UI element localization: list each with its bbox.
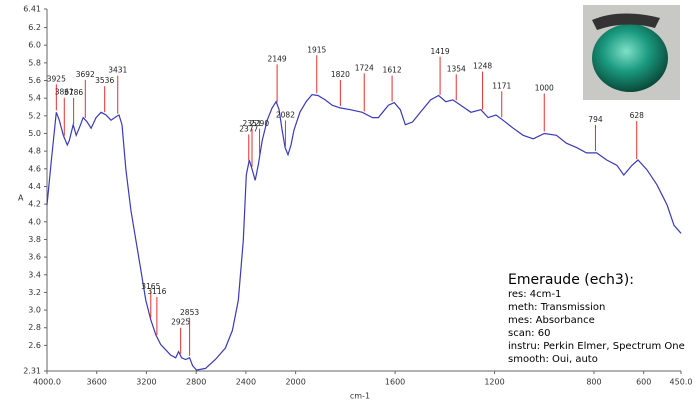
peak-label: 1000	[535, 83, 554, 92]
y-tick-label: 5.6	[28, 76, 41, 85]
peak-label: 3786	[64, 88, 83, 97]
info-line: mes: Absorbance	[508, 315, 595, 326]
y-tick-label: 6.2	[28, 23, 41, 32]
peak-label: 2149	[268, 54, 287, 63]
y-tick-label: 4.0	[28, 217, 41, 226]
y-tick-label: 6.0	[28, 41, 41, 50]
peak-label: 3536	[95, 76, 114, 85]
y-tick-label: 6.41	[23, 5, 41, 14]
peak-label: 2853	[180, 308, 199, 317]
y-tick-label: 4.2	[28, 200, 41, 209]
x-tick-label: 2000	[285, 378, 305, 387]
x-tick-label: 2400	[236, 378, 256, 387]
peak-label: 794	[588, 115, 603, 124]
y-tick-label: 5.8	[28, 58, 41, 67]
y-tick-label: 2.31	[23, 367, 41, 376]
peak-label: 2377	[239, 124, 258, 133]
y-tick-label: 3.8	[28, 235, 41, 244]
peak-label: 2290	[250, 119, 269, 128]
info-line: smooth: Oui, auto	[508, 354, 598, 365]
y-tick-label: 2.8	[28, 323, 41, 332]
x-tick-label: 3600	[87, 378, 107, 387]
peak-label: 3925	[47, 74, 66, 83]
x-tick-label: 450.0	[670, 378, 693, 387]
peak-label: 1419	[431, 47, 450, 56]
x-axis-label: cm-1	[350, 392, 370, 401]
peak-label: 1171	[492, 81, 511, 90]
x-tick-label: 2800	[186, 378, 206, 387]
peak-label: 2925	[171, 318, 190, 327]
peak-label: 3431	[108, 66, 127, 75]
y-tick-label: 4.4	[28, 182, 41, 191]
peak-label: 3861	[55, 88, 74, 97]
peak-label: 1820	[331, 70, 350, 79]
info-line: meth: Transmission	[508, 302, 605, 313]
peak-label: 2082	[276, 111, 295, 120]
peak-label: 3116	[147, 287, 166, 296]
y-tick-label: 3.2	[28, 288, 41, 297]
x-tick-label: 1600	[385, 378, 405, 387]
y-tick-label: 3.0	[28, 306, 41, 315]
peak-label: 3692	[76, 70, 95, 79]
info-line: res: 4cm-1	[508, 289, 561, 300]
peak-label: 628	[630, 111, 645, 120]
info-box: Emeraude (ech3): res: 4cm-1 meth: Transmi…	[508, 272, 685, 365]
peak-label: 1248	[473, 62, 492, 71]
x-tick-label: 600	[636, 378, 651, 387]
peak-label: 1354	[447, 64, 466, 73]
peak-label: 1724	[355, 63, 374, 72]
y-tick-label: 4.8	[28, 147, 41, 156]
y-tick-label: 2.6	[28, 341, 41, 350]
peak-label: 1915	[307, 45, 326, 54]
info-line: scan: 60	[508, 328, 550, 339]
y-axis-label: A	[18, 194, 24, 203]
y-tick-label: 5.4	[28, 94, 41, 103]
info-title: Emeraude (ech3):	[508, 272, 634, 288]
x-tick-label: 800	[586, 378, 601, 387]
y-tick-label: 3.6	[28, 253, 41, 262]
y-tick-label: 5.2	[28, 111, 41, 120]
photo	[583, 5, 680, 100]
x-tick-label: 3200	[136, 378, 156, 387]
spectrum-line	[46, 93, 682, 371]
x-tick-label: 1200	[484, 378, 504, 387]
y-tick-label: 5.0	[28, 129, 41, 138]
peak-label: 1612	[383, 66, 402, 75]
peak-label: 3165	[141, 282, 160, 291]
x-tick-label: 4000.0	[33, 378, 61, 387]
peak-label: 2351	[242, 119, 261, 128]
y-tick-label: 4.6	[28, 164, 41, 173]
y-tick-label: 3.4	[28, 270, 41, 279]
info-line: instru: Perkin Elmer, Spectrum One	[508, 341, 685, 352]
